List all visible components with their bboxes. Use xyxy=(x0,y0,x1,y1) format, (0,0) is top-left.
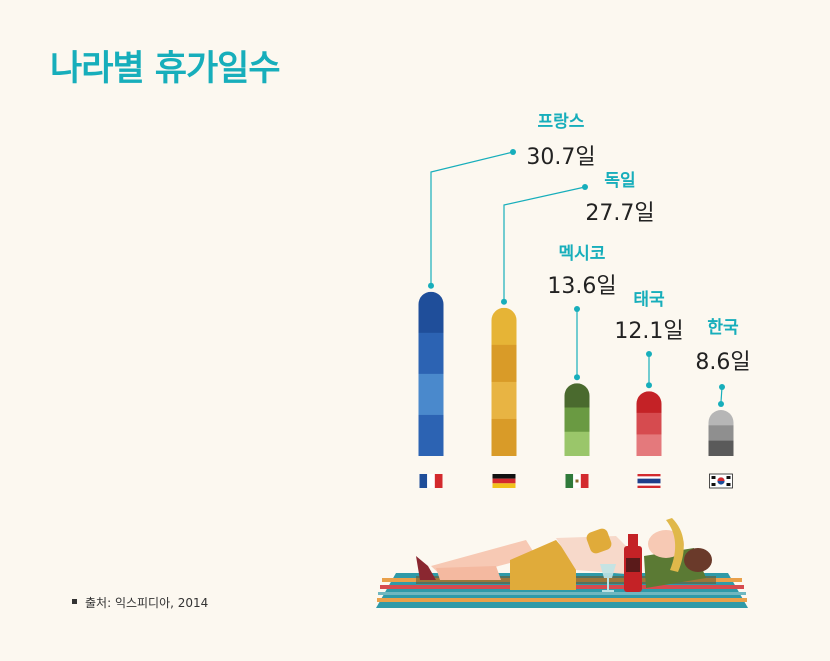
value-label: 27.7일 xyxy=(585,201,654,226)
thailand-flag-icon xyxy=(637,474,661,488)
leader-dot xyxy=(574,374,580,381)
value-label: 8.6일 xyxy=(695,350,750,375)
category-label: 프랑스 xyxy=(538,112,585,132)
bar-한국 xyxy=(708,409,734,456)
value-label: 30.7일 xyxy=(526,145,595,170)
category-label: 한국 xyxy=(707,318,739,338)
vacation-illustration xyxy=(376,518,748,608)
leader-dot xyxy=(646,351,652,357)
leader-line xyxy=(430,151,514,286)
bar-독일 xyxy=(491,307,517,456)
value-label: 12.1일 xyxy=(614,319,683,344)
leader-dot xyxy=(718,400,724,407)
leader-dot xyxy=(428,282,434,289)
category-label: 태국 xyxy=(633,290,665,310)
bullet-icon xyxy=(72,599,77,604)
leader-dot xyxy=(574,306,580,312)
korea-flag-icon xyxy=(709,473,733,489)
category-label: 독일 xyxy=(604,171,635,191)
bar-프랑스 xyxy=(418,291,444,456)
leader-line xyxy=(503,186,586,302)
mexico-flag-icon xyxy=(565,474,589,488)
source-text: 출처: 익스피디아, 2014 xyxy=(85,596,209,610)
page-title: 나라별 휴가일수 xyxy=(50,49,281,89)
source-note: 출처: 익스피디아, 2014 xyxy=(72,594,208,611)
person-figure xyxy=(416,518,712,590)
category-label: 멕시코 xyxy=(559,244,606,264)
bar-멕시코 xyxy=(564,383,590,456)
france-flag-icon xyxy=(419,474,443,488)
leader-dot xyxy=(646,382,652,389)
leader-dot xyxy=(501,298,507,305)
wine-glass xyxy=(600,564,616,592)
leader-dot xyxy=(719,384,725,390)
value-label: 13.6일 xyxy=(547,274,616,299)
bar-태국 xyxy=(636,391,662,456)
wine-bottle xyxy=(624,534,642,592)
leader-dot xyxy=(510,149,516,155)
leader-dot xyxy=(582,184,588,190)
germany-flag-icon xyxy=(492,474,516,488)
